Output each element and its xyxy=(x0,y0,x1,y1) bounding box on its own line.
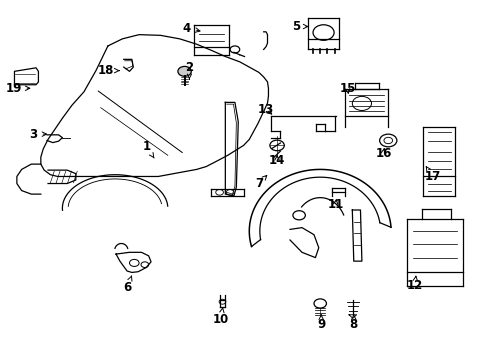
Text: 14: 14 xyxy=(268,154,285,167)
Text: 13: 13 xyxy=(257,103,274,116)
Text: 18: 18 xyxy=(97,64,119,77)
Text: 10: 10 xyxy=(212,307,228,326)
Circle shape xyxy=(178,66,191,76)
Text: 12: 12 xyxy=(406,276,422,292)
Text: 4: 4 xyxy=(183,22,200,35)
Text: 19: 19 xyxy=(5,82,30,95)
Text: 2: 2 xyxy=(185,60,193,79)
Text: 6: 6 xyxy=(122,276,132,294)
Text: 11: 11 xyxy=(327,198,343,211)
Text: 9: 9 xyxy=(316,315,325,331)
Text: 3: 3 xyxy=(29,128,46,141)
Text: 17: 17 xyxy=(424,167,440,183)
Text: 8: 8 xyxy=(349,315,357,331)
Text: 5: 5 xyxy=(291,20,307,33)
Text: 7: 7 xyxy=(254,175,266,190)
Text: 15: 15 xyxy=(339,82,355,95)
Text: 16: 16 xyxy=(374,147,391,160)
Text: 1: 1 xyxy=(142,140,154,158)
